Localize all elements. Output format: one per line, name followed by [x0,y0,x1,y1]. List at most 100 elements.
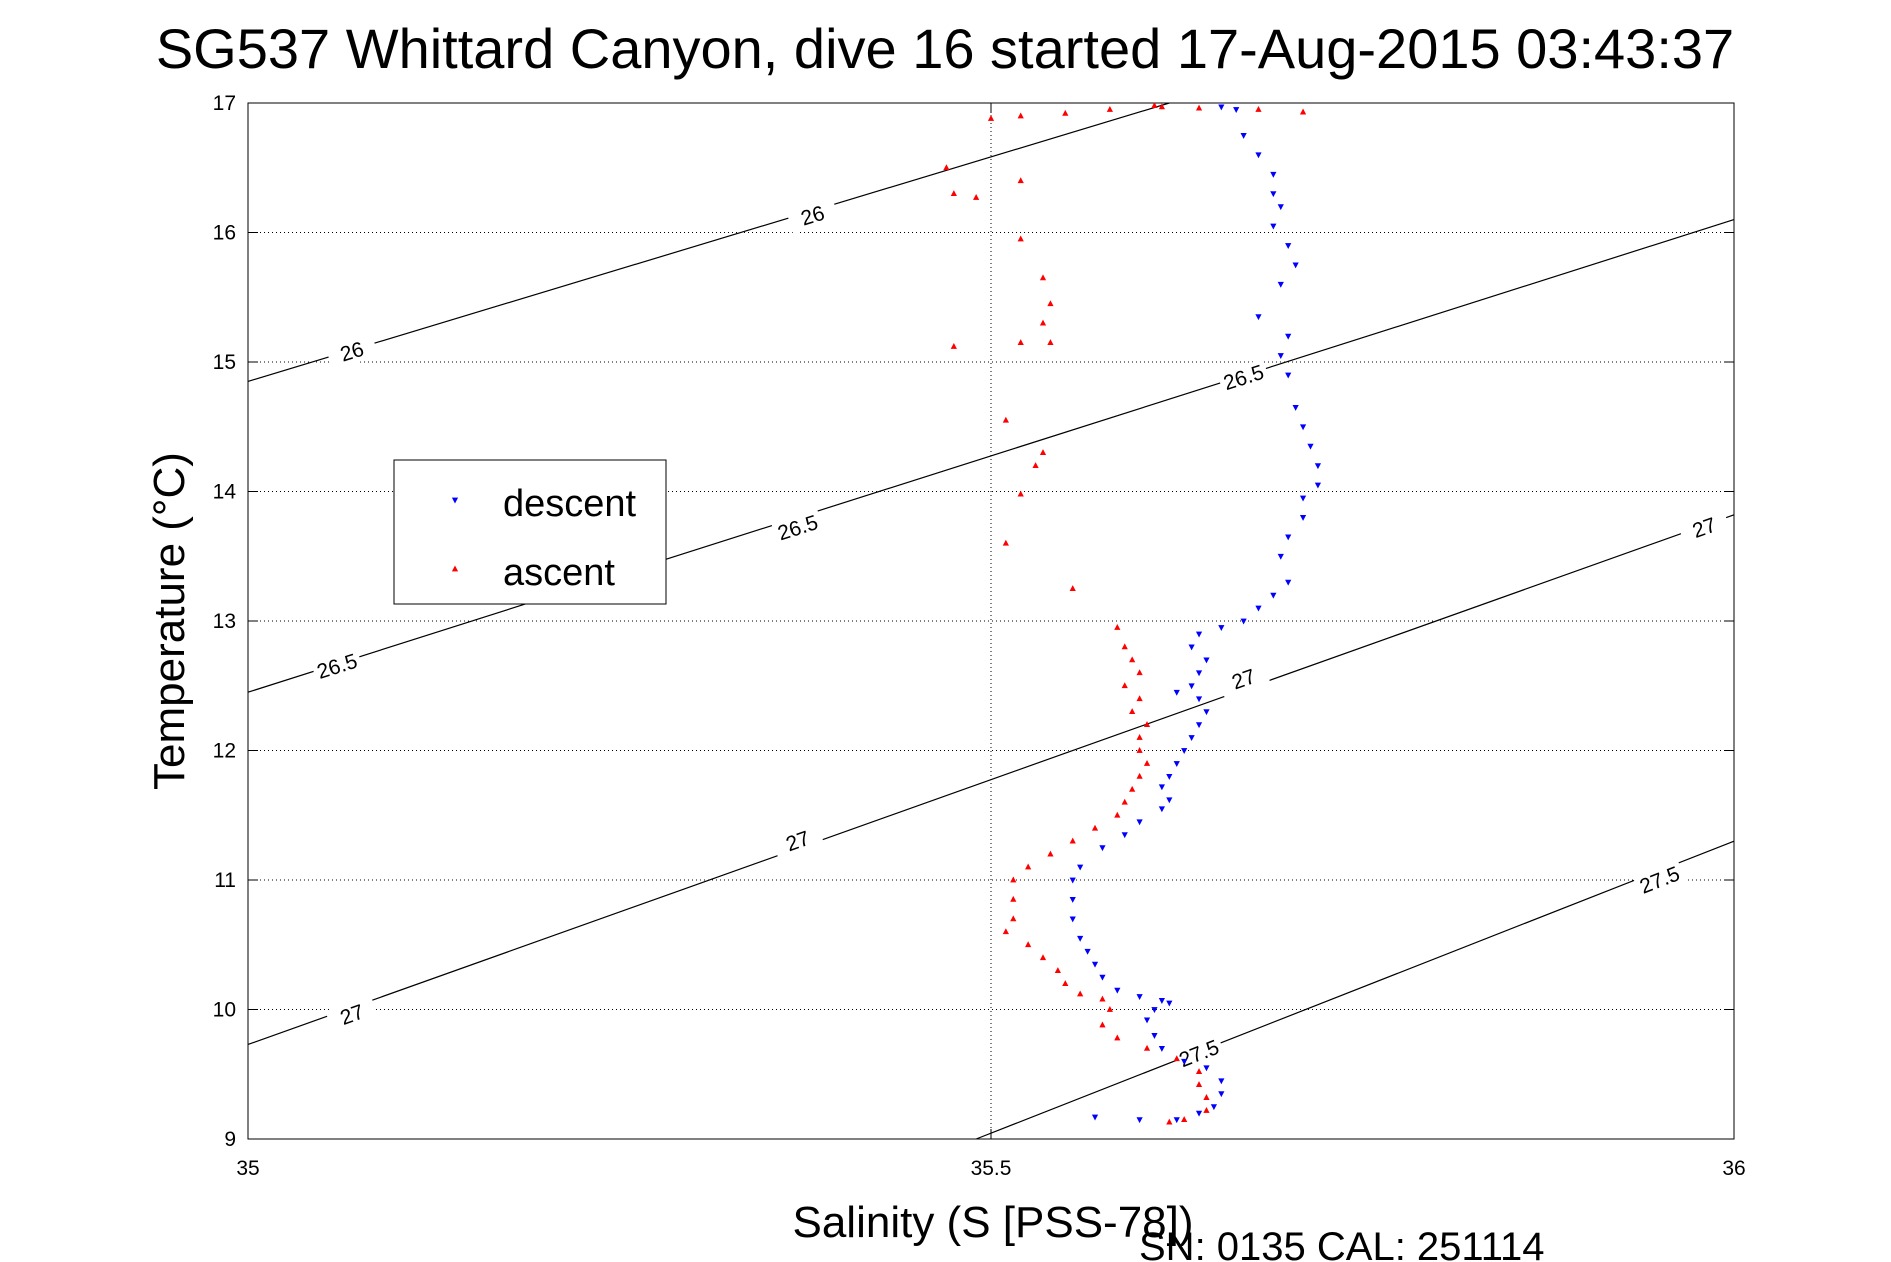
ascent-point-41 [1091,824,1099,831]
ascent-point-22 [1032,462,1039,468]
ascent-point-62 [1203,1094,1210,1100]
ascent-point-59 [1173,1055,1180,1062]
ascent-point-2 [1106,105,1113,112]
descent-series [1069,104,1322,1124]
ascent-point-5 [1299,108,1307,115]
descent-point-40 [1173,761,1180,767]
descent-point-19 [1314,482,1322,489]
ascent-series [943,102,1307,1125]
descent-point-7 [1270,223,1277,230]
descent-point-26 [1255,605,1262,612]
y-tick-label-0: 9 [224,1128,236,1151]
descent-point-27 [1240,618,1247,625]
descent-point-1 [1233,107,1240,113]
descent-point-49 [1069,877,1076,884]
ascent-point-61 [1195,1081,1203,1087]
ascent-point-37 [1136,772,1143,779]
ascent-point-1 [1158,103,1165,110]
ascent-point-29 [1136,669,1143,676]
ascent-point-21 [1039,449,1047,456]
y-axis-label: Temperature (°C) [145,452,194,790]
descent-point-30 [1188,644,1195,651]
descent-point-3 [1255,152,1262,159]
ascent-point-47 [1010,915,1017,922]
descent-point-55 [1099,974,1106,981]
ascent-point-31 [1136,695,1143,702]
x-tick-label-1: 35.5 [971,1157,1012,1180]
legend: descent ascent [393,459,667,605]
contour-label-bg-2-0 [325,995,379,1035]
grid [247,102,1735,1140]
descent-point-11 [1255,314,1262,321]
descent-point-34 [1173,689,1180,696]
ascent-point-20 [1002,416,1009,423]
descent-point-4 [1270,171,1277,178]
descent-point-50 [1069,897,1076,903]
descent-point-70 [1173,1117,1180,1124]
ascent-point-63 [1203,1107,1210,1113]
contour-label-bg-0-1 [786,197,840,235]
chart-title: SG537 Whittard Canyon, dive 16 started 1… [156,17,1734,80]
contour-label-bg-1-1 [771,509,825,547]
ascent-point-64 [1181,1116,1188,1122]
ascent-point-7 [1017,112,1024,119]
descent-point-8 [1285,243,1292,249]
descent-point-54 [1091,961,1099,968]
ascent-point-15 [1047,300,1054,307]
descent-point-6 [1277,204,1284,211]
legend-descent-label: descent [503,483,637,525]
ascent-point-12 [973,194,980,200]
contour-line-27-5 [975,840,1735,1140]
ascent-point-57 [1114,1034,1121,1041]
contour-label-bg-3-1 [1632,860,1687,900]
ascent-point-4 [1255,105,1262,112]
descent-point-0 [1218,104,1225,111]
legend-descent-marker [451,497,459,504]
descent-point-56 [1114,987,1121,994]
ascent-point-60 [1195,1068,1203,1075]
descent-point-44 [1158,806,1165,813]
descent-point-42 [1158,784,1165,791]
descent-point-18 [1314,463,1322,470]
legend-ascent-label: ascent [503,552,615,594]
ascent-point-25 [1069,585,1076,592]
y-tick-label-8: 17 [213,92,236,115]
y-tick-label-4: 13 [213,610,236,633]
descent-point-68 [1210,1104,1217,1111]
legend-ascent-triangle [451,565,459,572]
ascent-point-24 [1002,539,1009,546]
contour-label-bg-2-1 [771,821,825,861]
contour-label-bg-1-2 [1217,358,1271,397]
descent-point-45 [1136,819,1143,826]
descent-point-48 [1077,864,1084,871]
ascent-point-16 [1039,319,1047,326]
descent-point-33 [1188,683,1195,690]
ascent-point-38 [1129,785,1136,792]
descent-point-38 [1188,735,1195,742]
contour-line-26 [247,102,1170,382]
descent-point-25 [1270,592,1277,599]
descent-point-21 [1299,515,1307,521]
ascent-point-45 [1010,876,1017,883]
contour-label-bg-1-0 [310,647,364,686]
ascent-point-35 [1136,746,1143,753]
y-tick-label-7: 16 [213,222,236,245]
ascent-point-3 [1195,104,1203,111]
ascent-point-36 [1143,759,1151,766]
descent-point-72 [1091,1114,1099,1121]
descent-point-62 [1151,1033,1158,1039]
descent-point-5 [1270,191,1277,198]
descent-point-31 [1203,657,1210,664]
descent-point-35 [1195,696,1203,703]
descent-point-9 [1292,262,1299,269]
contour-label-bg-3-0 [1172,1033,1226,1074]
ascent-point-52 [1062,980,1069,986]
descent-point-47 [1099,845,1106,852]
descent-point-63 [1158,1045,1165,1052]
ascent-point-40 [1114,811,1121,818]
descent-point-59 [1166,1000,1173,1007]
descent-point-16 [1299,424,1307,431]
ascent-point-27 [1121,643,1128,650]
ascent-point-56 [1099,1021,1106,1028]
